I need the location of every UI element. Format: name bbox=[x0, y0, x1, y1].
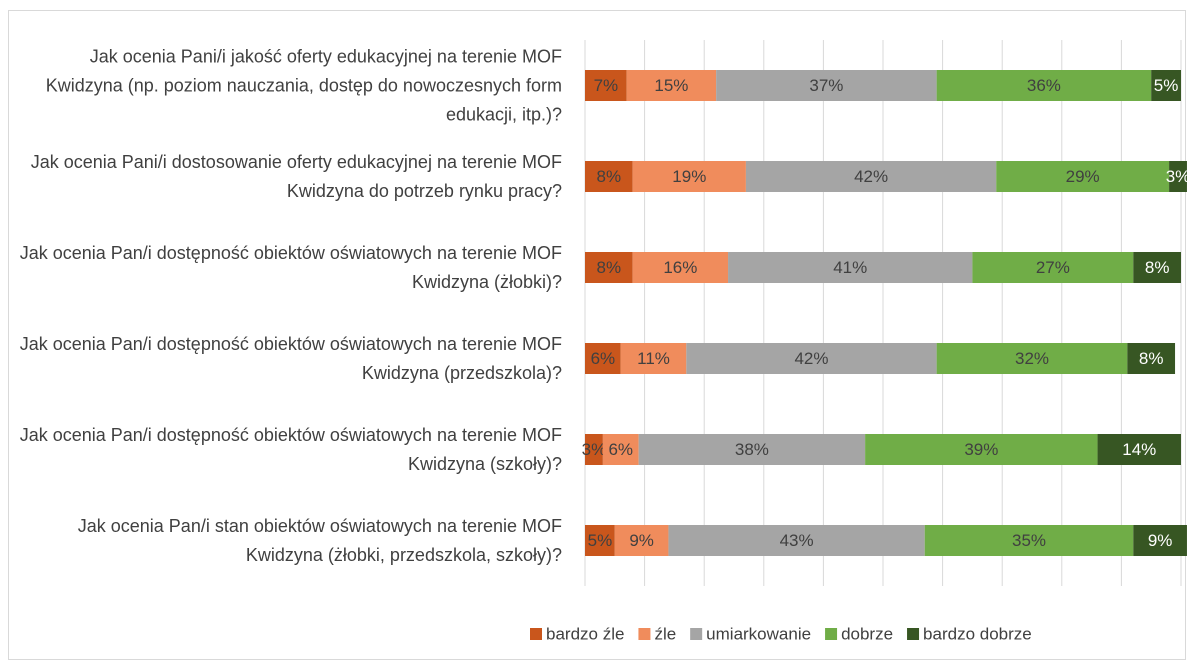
bar-segment bbox=[728, 252, 973, 283]
data-label: 8% bbox=[597, 258, 622, 277]
data-label: 8% bbox=[597, 167, 622, 186]
category-label: Jak ocenia Pani/i jakość oferty edukacyj… bbox=[45, 46, 562, 124]
category-label: Jak ocenia Pan/i stan obiektów oświatowy… bbox=[77, 515, 562, 565]
bar-segment bbox=[936, 70, 1152, 101]
bar-segment bbox=[585, 161, 633, 192]
bar-segment bbox=[585, 70, 627, 101]
chart-frame bbox=[8, 10, 1186, 660]
data-label: 37% bbox=[809, 76, 843, 95]
bar-segment bbox=[1127, 343, 1176, 374]
category-label: Jak ocenia Pan/i dostępność obiektów ośw… bbox=[19, 424, 562, 474]
data-label: 9% bbox=[1148, 531, 1173, 550]
bar-segment bbox=[936, 343, 1128, 374]
bar-segment bbox=[972, 252, 1134, 283]
data-label: 3% bbox=[1166, 167, 1191, 186]
legend-swatch bbox=[825, 628, 838, 640]
bar-segment bbox=[1133, 252, 1181, 283]
bar-segment bbox=[632, 161, 746, 192]
bar-segment bbox=[924, 525, 1134, 556]
bar-segment bbox=[865, 434, 1098, 465]
data-label: 43% bbox=[780, 531, 814, 550]
data-label: 7% bbox=[594, 76, 619, 95]
bar-segment bbox=[585, 434, 603, 465]
bar-segment bbox=[585, 343, 621, 374]
data-label: 41% bbox=[833, 258, 867, 277]
data-label: 38% bbox=[735, 440, 769, 459]
category-label: Jak ocenia Pan/i dostępność obiektów ośw… bbox=[19, 242, 562, 292]
data-label: 6% bbox=[608, 440, 633, 459]
data-label: 42% bbox=[794, 349, 828, 368]
legend-label: umiarkowanie bbox=[706, 624, 811, 643]
data-label: 39% bbox=[964, 440, 998, 459]
legend-swatch bbox=[690, 628, 703, 640]
legend-swatch bbox=[530, 628, 542, 640]
bar-segment bbox=[632, 252, 729, 283]
data-label: 15% bbox=[654, 76, 688, 95]
data-label: 29% bbox=[1066, 167, 1100, 186]
bar-segment bbox=[614, 525, 669, 556]
data-label: 27% bbox=[1036, 258, 1070, 277]
bar-segment bbox=[585, 525, 615, 556]
bar-segment bbox=[686, 343, 937, 374]
legend-label: bardzo dobrze bbox=[923, 624, 1032, 643]
bar-segment bbox=[638, 434, 866, 465]
bar-segment bbox=[745, 161, 997, 192]
bar-segment bbox=[1133, 525, 1187, 556]
data-label: 5% bbox=[1154, 76, 1179, 95]
data-label: 9% bbox=[629, 531, 654, 550]
bar-segment bbox=[668, 525, 925, 556]
bar-segment bbox=[620, 343, 687, 374]
category-label: Jak ocenia Pani/i dostosowanie oferty ed… bbox=[30, 151, 562, 201]
data-label: 32% bbox=[1015, 349, 1049, 368]
data-label: 19% bbox=[672, 167, 706, 186]
bar-segment bbox=[1151, 70, 1181, 101]
bar-segment bbox=[626, 70, 717, 101]
data-label: 11% bbox=[637, 349, 670, 368]
data-label: 5% bbox=[588, 531, 613, 550]
bar-segment bbox=[1097, 434, 1181, 465]
legend-swatch bbox=[907, 628, 920, 640]
legend-label: dobrze bbox=[841, 624, 893, 643]
data-label: 3% bbox=[582, 440, 607, 459]
data-label: 14% bbox=[1122, 440, 1156, 459]
bar-segment bbox=[1169, 161, 1187, 192]
legend-label: źle bbox=[654, 624, 676, 643]
data-label: 42% bbox=[854, 167, 888, 186]
legend-swatch bbox=[638, 628, 651, 640]
data-label: 8% bbox=[1145, 258, 1170, 277]
data-label: 16% bbox=[663, 258, 697, 277]
legend-label: bardzo źle bbox=[546, 624, 624, 643]
data-label: 35% bbox=[1012, 531, 1046, 550]
category-label: Jak ocenia Pan/i dostępność obiektów ośw… bbox=[19, 333, 562, 383]
bar-segment bbox=[602, 434, 639, 465]
data-label: 36% bbox=[1027, 76, 1061, 95]
bar-segment bbox=[996, 161, 1170, 192]
bar-segment bbox=[585, 252, 633, 283]
bar-segment bbox=[716, 70, 937, 101]
data-label: 6% bbox=[591, 349, 616, 368]
data-label: 8% bbox=[1139, 349, 1164, 368]
